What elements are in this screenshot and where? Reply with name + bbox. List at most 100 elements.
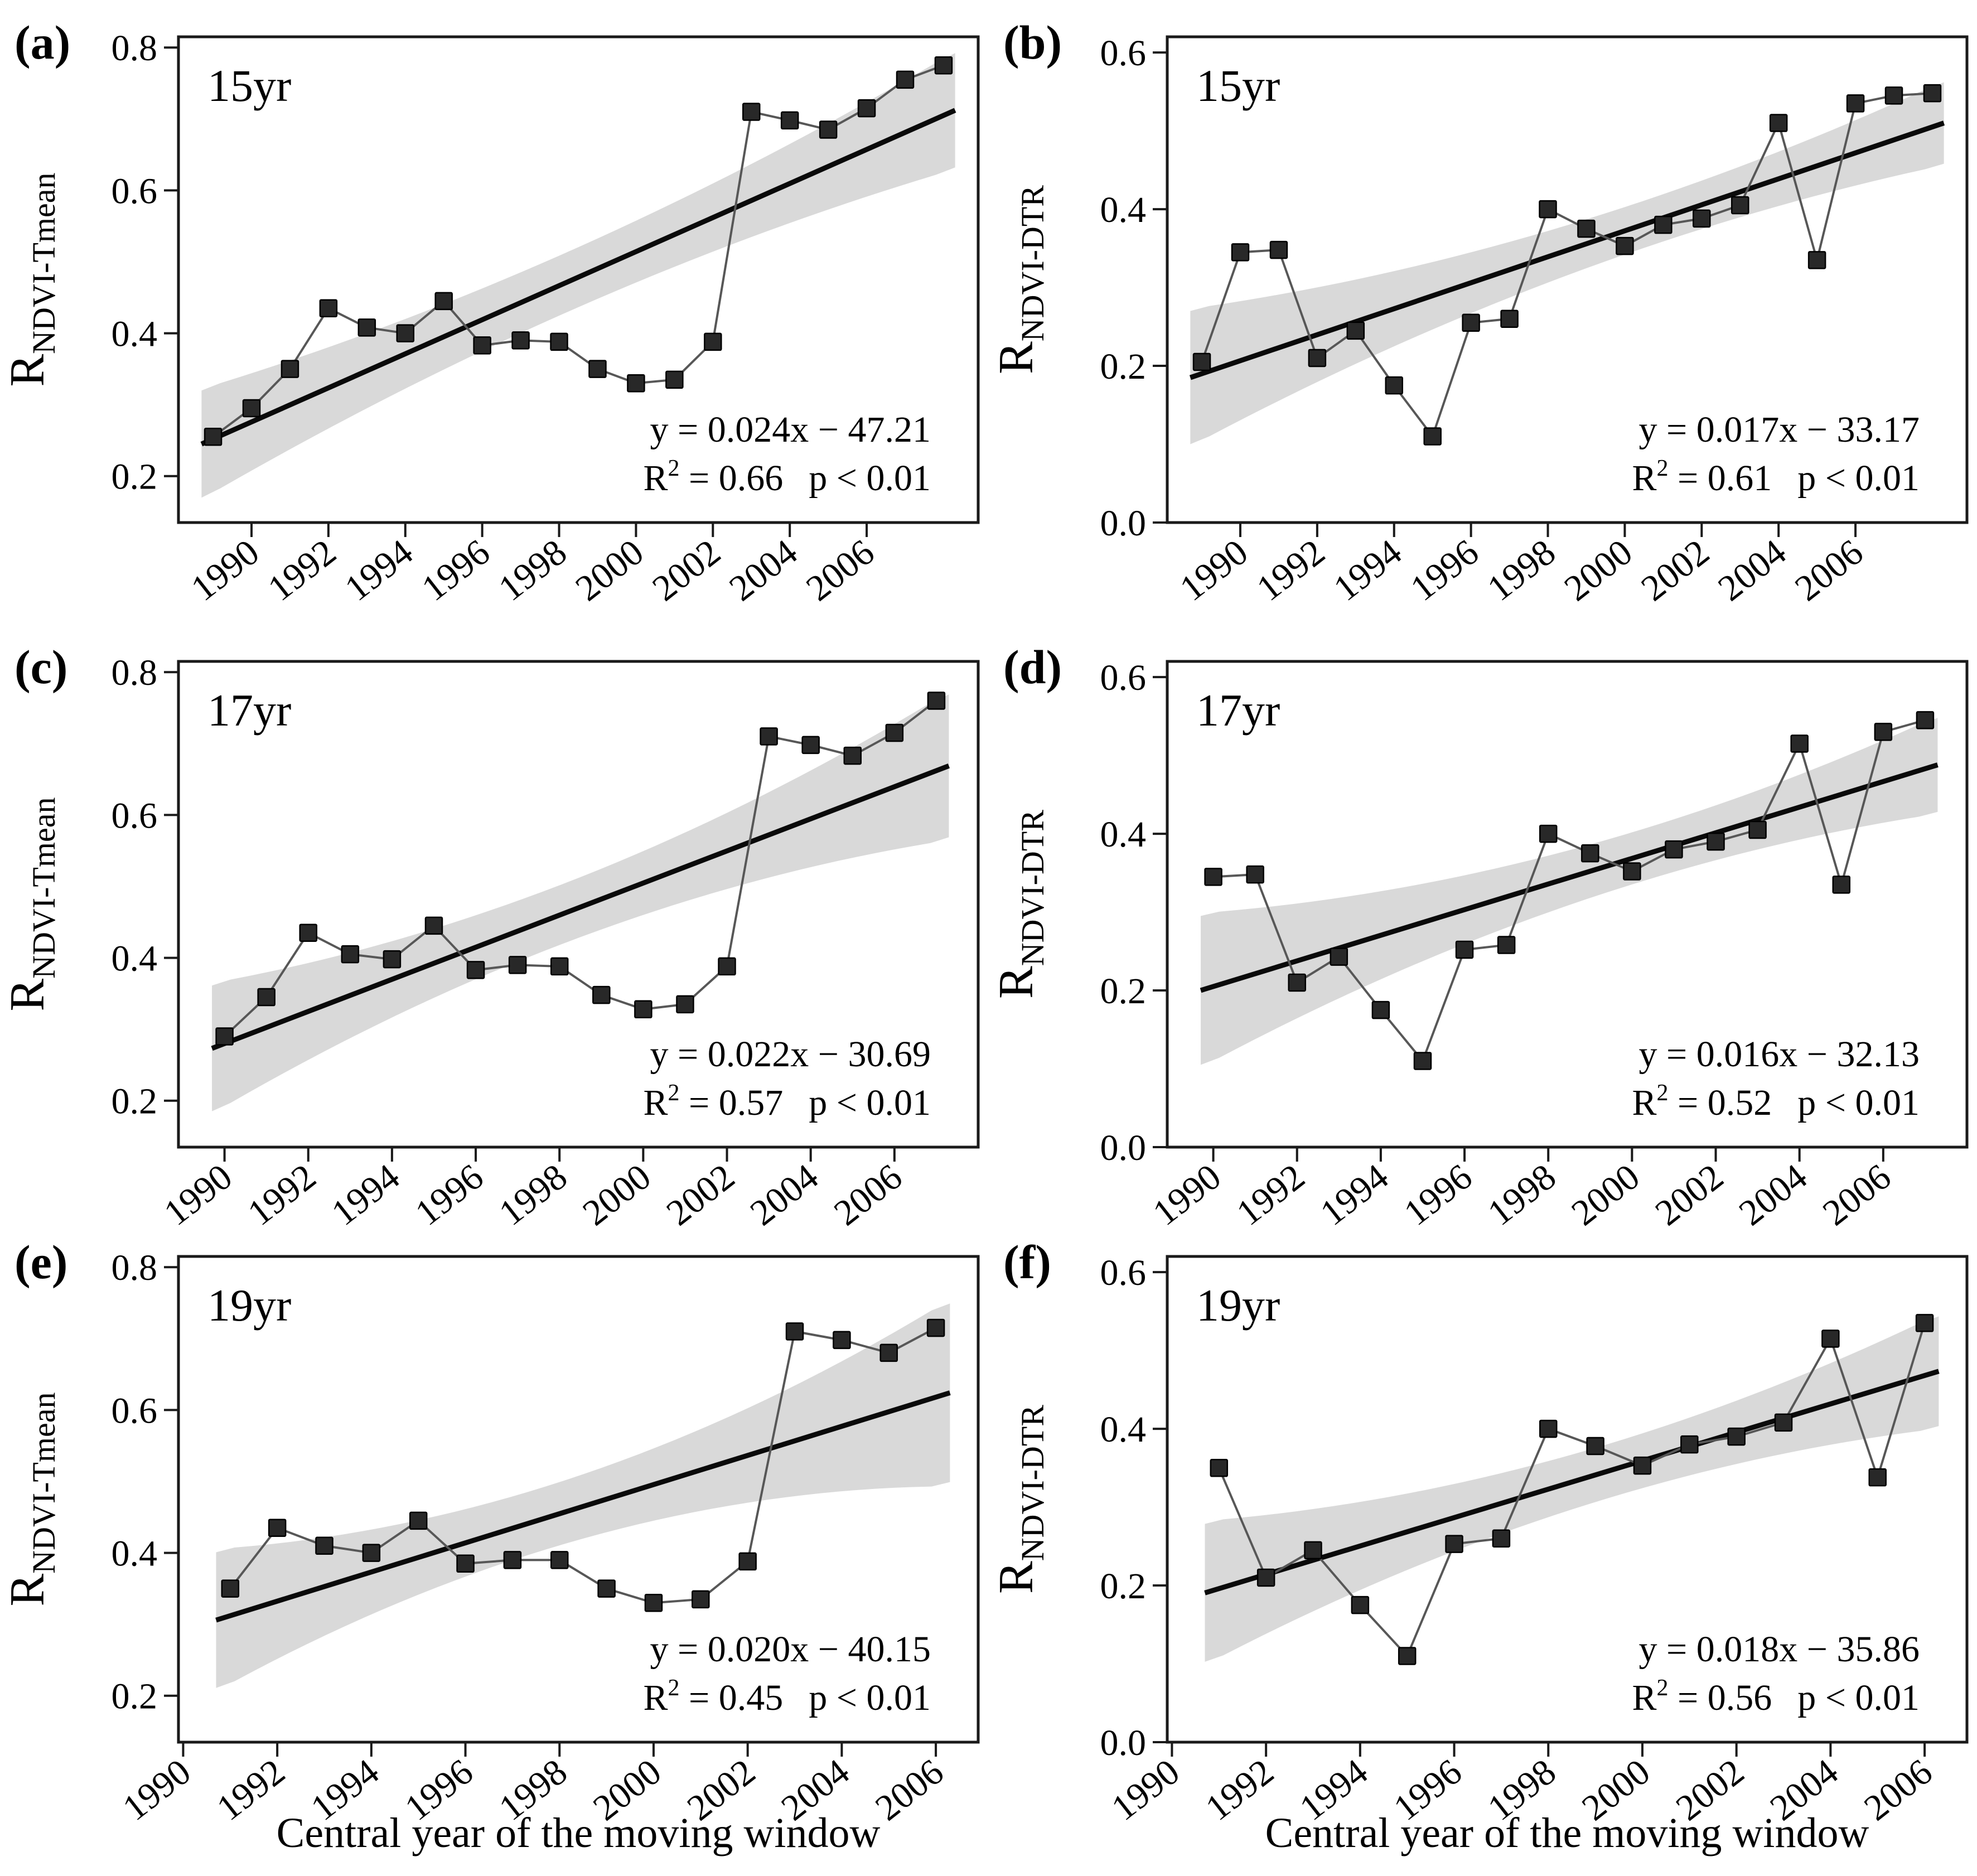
data-point — [242, 399, 261, 418]
series-line — [229, 1327, 937, 1604]
data-point — [1731, 196, 1749, 215]
y-axis-label: RNDVI-DTR — [989, 185, 1051, 374]
data-point — [1192, 352, 1211, 371]
data-point — [1539, 1419, 1558, 1438]
data-point — [1462, 313, 1480, 332]
data-point — [341, 945, 360, 964]
data-point — [424, 916, 443, 935]
data-point — [1330, 947, 1348, 966]
data-point — [1385, 376, 1404, 395]
equation-text: y = 0.022x − 30.69 — [650, 1034, 931, 1075]
data-point — [1665, 840, 1683, 859]
y-tick-label: 0.6 — [112, 795, 158, 836]
y-tick-label: 0.2 — [112, 1081, 158, 1122]
data-point — [1769, 114, 1788, 132]
plot-border — [177, 1255, 980, 1744]
data-point — [843, 746, 862, 765]
data-point — [1210, 1459, 1229, 1477]
plot-area — [1189, 82, 1945, 446]
data-point — [268, 1519, 287, 1537]
data-point — [1807, 251, 1826, 269]
data-point — [692, 1590, 710, 1609]
y-tick-label: 0.4 — [1100, 814, 1147, 855]
data-point — [1633, 1456, 1652, 1475]
data-point — [819, 120, 838, 139]
y-axis-label: RNDVI-DTR — [989, 1405, 1051, 1594]
equation-text: y = 0.017x − 33.17 — [1639, 409, 1920, 450]
data-point — [1308, 349, 1327, 368]
data-point — [1539, 824, 1558, 843]
window-label: 17yr — [1196, 685, 1280, 736]
data-point — [473, 336, 491, 355]
y-axis-label: RNDVI-Tmean — [1, 1392, 62, 1606]
plot-area — [1200, 711, 1939, 1070]
data-point — [1231, 243, 1250, 262]
data-point — [362, 1544, 381, 1562]
data-point — [409, 1511, 428, 1530]
y-tick-label: 0.8 — [112, 28, 158, 69]
r2-text: R2 = 0.57 p < 0.01 — [644, 1080, 931, 1123]
data-point — [503, 1551, 522, 1569]
data-point — [1398, 1647, 1417, 1665]
window-label: 19yr — [1196, 1280, 1280, 1331]
data-point — [742, 103, 761, 121]
y-tick-label: 0.6 — [1100, 1253, 1147, 1293]
data-point — [1423, 427, 1442, 446]
data-point — [1586, 1437, 1604, 1456]
y-tick-label: 0.6 — [1100, 33, 1147, 74]
data-point — [1923, 84, 1942, 103]
plot-area — [215, 1303, 951, 1688]
y-tick-label: 0.4 — [1100, 1409, 1147, 1450]
y-tick-label: 0.8 — [112, 1248, 158, 1288]
plot-area — [1204, 1314, 1940, 1665]
data-point — [1500, 310, 1519, 328]
data-point — [1846, 94, 1865, 113]
data-point — [315, 1536, 333, 1555]
data-point — [644, 1593, 663, 1612]
plot-border — [1166, 660, 1969, 1149]
data-point — [204, 428, 223, 446]
window-label: 19yr — [207, 1280, 291, 1331]
data-point — [1304, 1541, 1322, 1560]
data-point — [550, 957, 569, 976]
trend-line — [1200, 762, 1939, 993]
data-point — [896, 70, 915, 89]
equation-text: y = 0.018x − 35.86 — [1639, 1629, 1920, 1670]
data-point — [676, 995, 694, 1014]
y-tick-label: 0.4 — [112, 939, 158, 979]
data-point — [383, 950, 402, 969]
trend-line — [215, 1390, 951, 1623]
y-tick-label: 0.0 — [1100, 1128, 1147, 1168]
data-point — [1915, 1314, 1934, 1332]
data-point — [704, 332, 722, 351]
data-point — [508, 956, 527, 974]
equation-text: y = 0.020x − 40.15 — [650, 1629, 931, 1670]
data-point — [1269, 240, 1288, 259]
ci-band — [1205, 1316, 1939, 1662]
y-axis-label: RNDVI-Tmean — [1, 797, 62, 1011]
data-point — [1445, 1535, 1463, 1553]
data-point — [1413, 1052, 1432, 1070]
data-point — [1204, 868, 1222, 886]
data-point — [1832, 876, 1851, 894]
y-tick-label: 0.6 — [112, 171, 158, 211]
data-point — [456, 1554, 475, 1573]
panel-letter: (e) — [14, 1235, 67, 1289]
data-point — [1492, 1529, 1511, 1548]
data-point — [1371, 1000, 1390, 1019]
ci-band — [1201, 718, 1938, 1065]
data-point — [396, 324, 415, 342]
plot-area — [211, 692, 950, 1111]
y-tick-label: 0.2 — [112, 1676, 158, 1717]
trend-line — [1189, 120, 1945, 380]
data-point — [738, 1552, 757, 1571]
data-point — [1884, 86, 1903, 105]
data-point — [1727, 1427, 1746, 1446]
data-point — [1455, 940, 1474, 959]
data-point — [1707, 832, 1725, 851]
panel-e: 1990 1992 1994 1996 1998 2000 2002 2004 20060.20… — [1, 1235, 980, 1856]
data-point — [1790, 734, 1809, 753]
r2-text: R2 = 0.45 p < 0.01 — [644, 1675, 931, 1718]
data-point — [1616, 236, 1634, 255]
